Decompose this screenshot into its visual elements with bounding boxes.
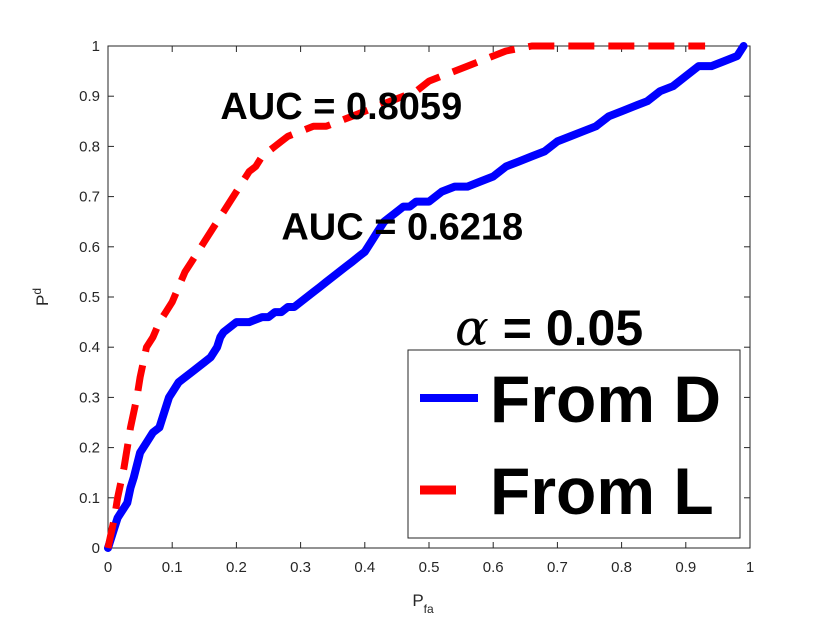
y-tick-label: 0 [92, 540, 100, 557]
y-tick-label: 0.3 [79, 389, 100, 406]
series-line-from-l [104, 42, 706, 549]
x-tick-label: 0.9 [675, 559, 696, 576]
y-tick-label: 0.8 [79, 138, 100, 155]
x-axis-label: Pfa [412, 591, 434, 616]
y-tick-label: 1 [92, 38, 100, 55]
x-tick-label: 0.8 [611, 559, 632, 576]
y-tick-label: 0.2 [79, 440, 100, 457]
x-tick-label: 0.6 [483, 559, 504, 576]
legend: From D From L [407, 349, 741, 539]
alpha-value: = 0.05 [503, 300, 643, 356]
x-tick-label: 0.1 [162, 559, 183, 576]
y-tick-label: 0.4 [79, 339, 100, 356]
y-tick-label: 0.1 [79, 490, 100, 507]
x-tick-label: 0.7 [547, 559, 568, 576]
x-tick-label: 0.3 [290, 559, 311, 576]
x-axis-label-main: P [412, 591, 423, 610]
legend-label-from-l: From L [490, 454, 714, 528]
legend-label-from-d: From D [490, 362, 721, 436]
x-tick-label: 0.5 [419, 559, 440, 576]
y-tick-label: 0.5 [79, 289, 100, 306]
x-tick-label: 0.2 [226, 559, 247, 576]
alpha-label: α = 0.05 [455, 299, 643, 357]
y-axis-label-sub: d [30, 288, 44, 295]
plot-series [104, 42, 748, 552]
y-tick-label: 0.9 [79, 88, 100, 105]
auc-annotation-2: AUC = 0.6218 [281, 206, 523, 248]
legend-box [407, 349, 741, 539]
x-tick-label: 0 [104, 559, 112, 576]
x-tick-label: 0.4 [354, 559, 375, 576]
y-tick-label: 0.7 [79, 189, 100, 206]
y-axis-label: Pd [30, 288, 52, 306]
y-tick-label: 0.6 [79, 239, 100, 256]
x-tick-label: 1 [746, 559, 754, 576]
series-line-from-d [104, 42, 748, 552]
y-axis-label-main: P [33, 295, 52, 306]
x-axis-label-sub: fa [424, 602, 434, 616]
alpha-symbol: α [455, 299, 489, 357]
annotations: AUC = 0.8059 AUC = 0.6218 α = 0.05 [220, 86, 643, 357]
auc-annotation-1: AUC = 0.8059 [220, 86, 462, 128]
